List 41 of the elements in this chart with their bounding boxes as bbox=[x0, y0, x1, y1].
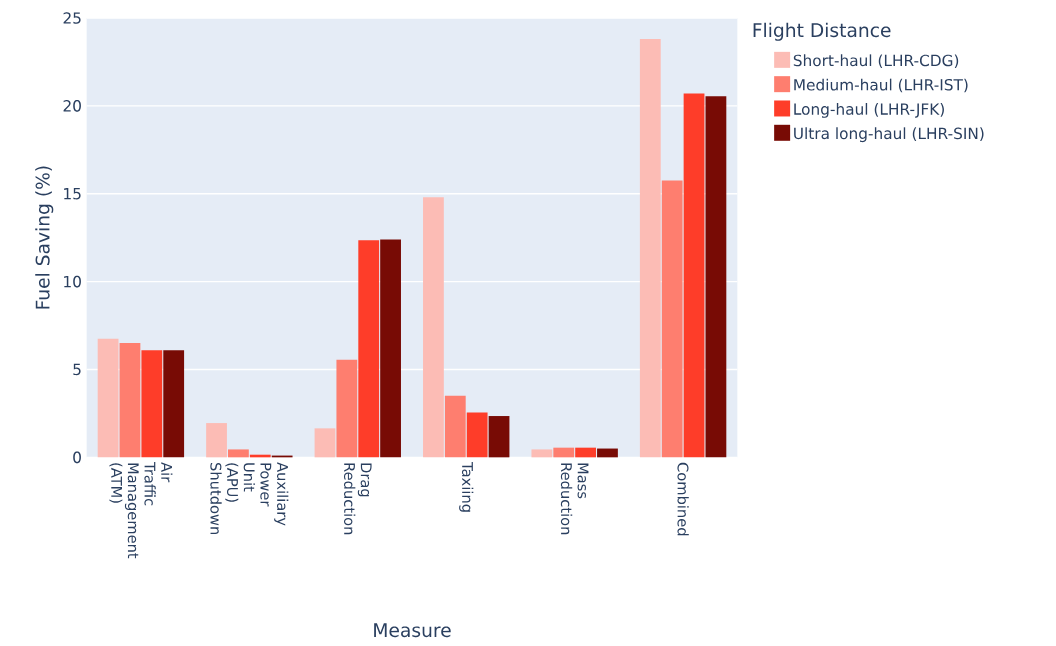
legend-label: Medium-haul (LHR-IST) bbox=[794, 78, 968, 93]
legend-title: Flight Distance bbox=[753, 22, 891, 41]
y-tick-label: 25 bbox=[63, 12, 81, 24]
y-tick-label: 10 bbox=[64, 275, 81, 288]
y-tick-label: 20 bbox=[63, 100, 81, 112]
bar bbox=[488, 416, 510, 458]
bar bbox=[575, 447, 596, 458]
bar bbox=[423, 197, 444, 458]
bar bbox=[206, 423, 227, 458]
x-tick-label: Drag Reduction bbox=[343, 463, 372, 535]
x-tick-label: Combined bbox=[677, 462, 689, 536]
y-axis-title: Fuel Saving (%) bbox=[35, 166, 54, 309]
legend-label: Ultra long-haul (LHR-SIN) bbox=[794, 127, 984, 143]
bar bbox=[444, 395, 466, 458]
bar bbox=[466, 412, 488, 458]
bar bbox=[228, 449, 249, 458]
bar bbox=[336, 359, 358, 458]
bar bbox=[97, 338, 119, 458]
bar bbox=[314, 428, 336, 458]
legend-label: Long-haul (LHR-JFK) bbox=[794, 102, 944, 118]
y-tick-label: 5 bbox=[73, 363, 81, 376]
bar bbox=[553, 447, 575, 458]
bar bbox=[141, 350, 163, 458]
x-axis-title: Measure bbox=[374, 623, 451, 638]
x-tick-label: Taxiing bbox=[459, 462, 474, 512]
legend-label: Short-haul (LHR-CDG) bbox=[793, 54, 959, 69]
y-tick-label: 0 bbox=[73, 451, 81, 464]
x-tick-label: Mass Reduction bbox=[560, 463, 589, 535]
bar bbox=[705, 96, 727, 458]
y-tick-label: 15 bbox=[64, 188, 81, 200]
bar bbox=[661, 180, 683, 458]
bar bbox=[358, 240, 380, 458]
x-tick-label: Auxiliary Power Unit (APU) Shutdown bbox=[210, 462, 289, 535]
bar bbox=[119, 343, 141, 458]
x-tick-label: Air Traffic Management (ATM) bbox=[109, 462, 173, 559]
bar bbox=[163, 350, 185, 458]
bar bbox=[639, 39, 661, 458]
bar bbox=[531, 449, 553, 458]
bar bbox=[597, 448, 618, 458]
bar bbox=[380, 239, 401, 458]
bar bbox=[683, 93, 705, 458]
